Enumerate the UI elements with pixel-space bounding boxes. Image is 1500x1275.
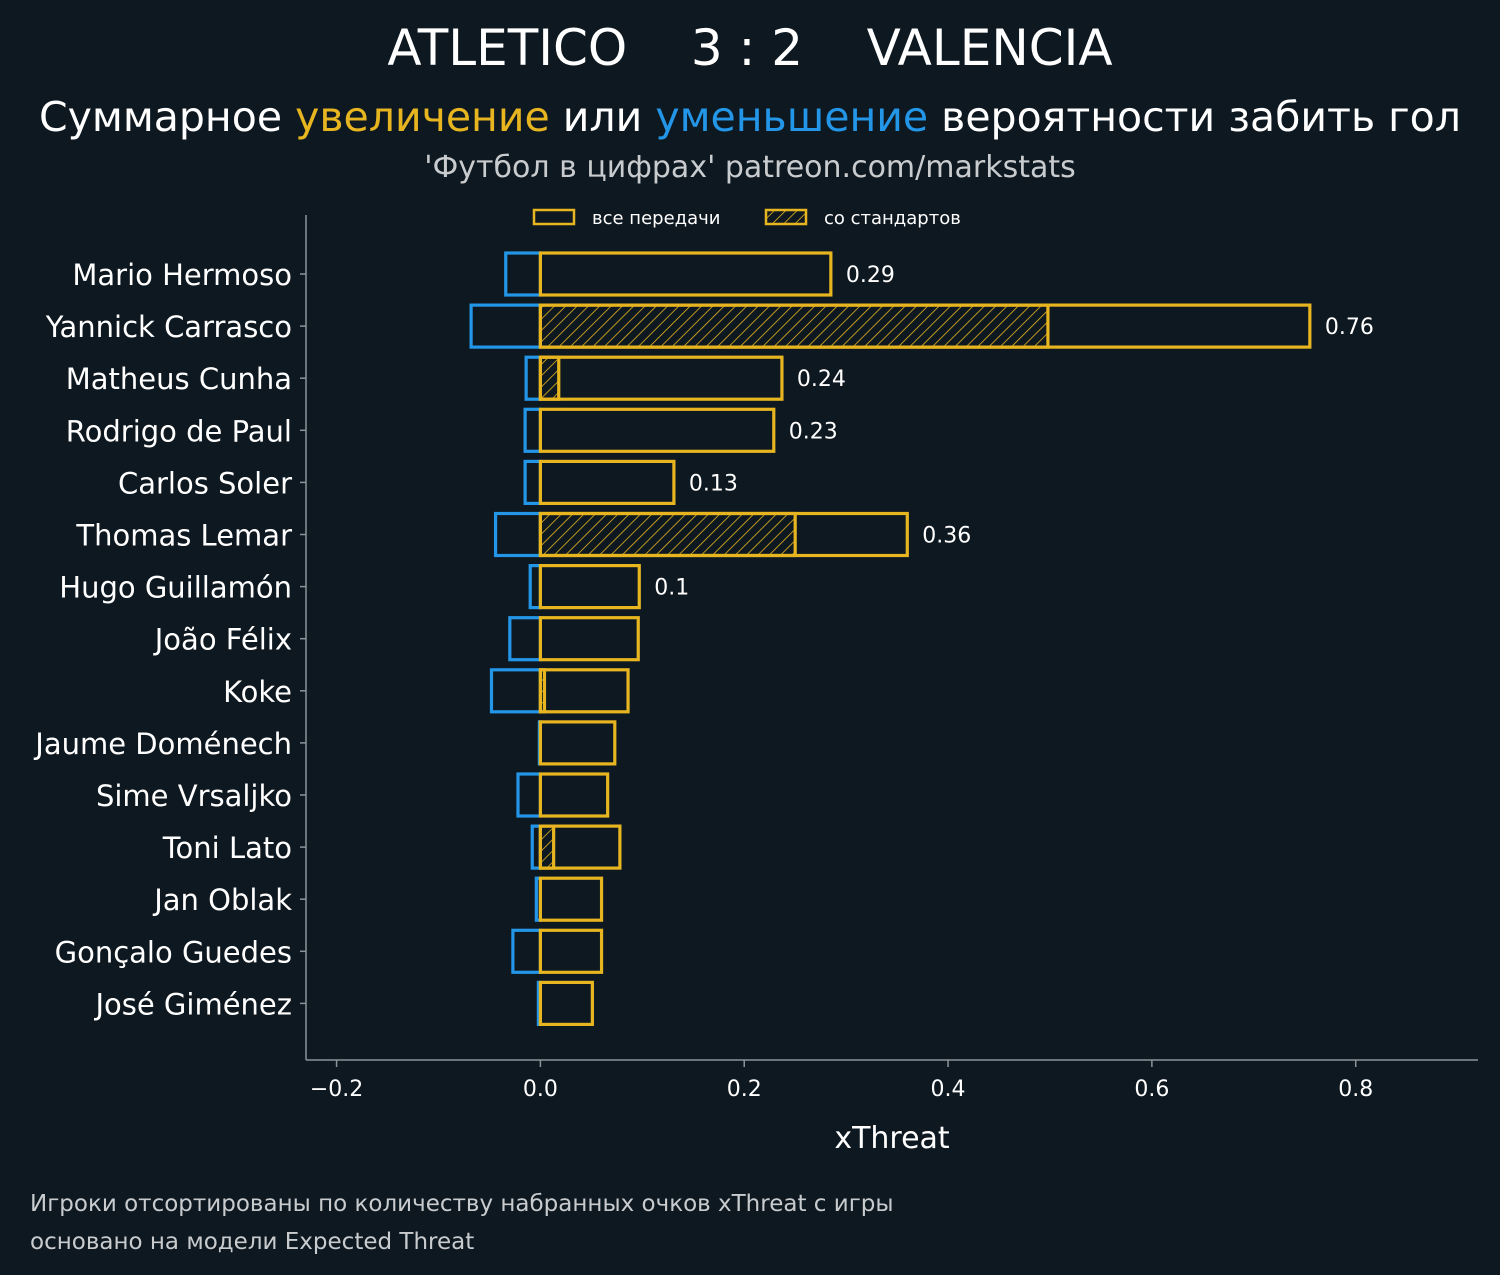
subtitle-increase-word: увеличение [295,93,550,141]
increase-bar [538,563,641,610]
value-label: 0.76 [1325,315,1374,340]
y-tick-label: Thomas Lemar [75,519,292,553]
decrease-bar [516,772,542,818]
y-tick-label: Hugo Guillamón [59,571,292,605]
y-tick-label: João Félix [153,623,292,657]
increase-bar [538,980,594,1027]
y-tick-label: Carlos Soler [118,466,292,500]
subtitle-middle: или [549,93,656,141]
x-tick-label: 0.6 [1134,1077,1169,1102]
value-label: 0.23 [789,419,838,444]
increase-bar [538,824,622,870]
footnote-model: основано на модели Expected Threat [30,1229,475,1255]
increase-bar [538,668,630,714]
chart-credit: 'Футбол в цифрах' patreon.com/markstats [424,150,1076,185]
decrease-bar [489,668,543,714]
x-tick-label: 0.0 [523,1077,558,1102]
decrease-bar [524,355,543,401]
increase-bar [538,928,604,974]
x-tick-label: 0.8 [1338,1077,1373,1102]
increase-bar [538,459,676,505]
footnote-sorting: Игроки отсортированы по количеству набра… [30,1191,894,1217]
x-tick-label: 0.4 [931,1077,966,1102]
y-tick-label: Matheus Cunha [66,362,292,396]
legend-swatch-all-passes [532,208,576,226]
decrease-bar [523,407,542,453]
value-label: 0.24 [797,367,846,392]
footnotes: Игроки отсортированы по количеству набра… [30,1185,894,1261]
decrease-bar [504,251,543,297]
y-tick-label: Jan Oblak [152,883,292,917]
y-tick-label: Toni Lato [162,831,292,865]
x-tick-label: −0.2 [310,1077,363,1102]
y-tick-label: Rodrigo de Paul [66,414,292,448]
subtitle-prefix: Суммарное [39,93,296,141]
legend-label-set-pieces: со стандартов [824,208,961,229]
increase-bar [538,720,617,766]
subtitle-suffix: вероятности забить гол [928,93,1461,141]
legend-swatch-set-pieces [764,208,808,226]
increase-bar [538,303,1312,349]
increase-bar [538,616,640,662]
value-label: 0.13 [689,471,738,496]
y-tick-label: Gonçalo Guedes [55,935,292,969]
y-tick-label: Mario Hermoso [72,258,292,292]
decrease-bar [511,928,543,974]
increase-bar [538,251,833,297]
set-piece-bar [538,511,797,558]
subtitle-decrease-word: уменьшение [655,93,929,141]
decrease-bar [523,459,542,505]
increase-bar [538,407,776,453]
set-piece-bar [538,303,1050,349]
chart-title: ATLETICO 3 : 2 VALENCIA [387,19,1113,77]
increase-bar [538,876,604,922]
y-tick-label: Koke [223,675,292,709]
value-label: 0.29 [846,263,895,288]
value-label: 0.36 [922,524,971,549]
decrease-bar [508,616,542,662]
increase-bar [538,511,909,558]
y-tick-label: José Giménez [93,987,292,1021]
y-tick-label: Sime Vrsaljko [96,779,292,813]
increase-bar [538,772,610,818]
decrease-bar [493,511,542,558]
y-tick-label: Yannick Carrasco [45,310,292,344]
legend-label-all-passes: все передачи [592,208,720,229]
y-tick-label: Jaume Doménech [33,727,292,761]
increase-bar [538,355,784,401]
x-tick-label: 0.2 [727,1077,762,1102]
set-piece-bar [538,355,561,401]
decrease-bar [469,303,542,349]
set-piece-bar [538,824,556,870]
chart-subtitle: Суммарное увеличение или уменьшение веро… [0,92,1500,142]
value-label: 0.1 [654,576,689,601]
x-axis-label: xThreat [834,1121,950,1156]
